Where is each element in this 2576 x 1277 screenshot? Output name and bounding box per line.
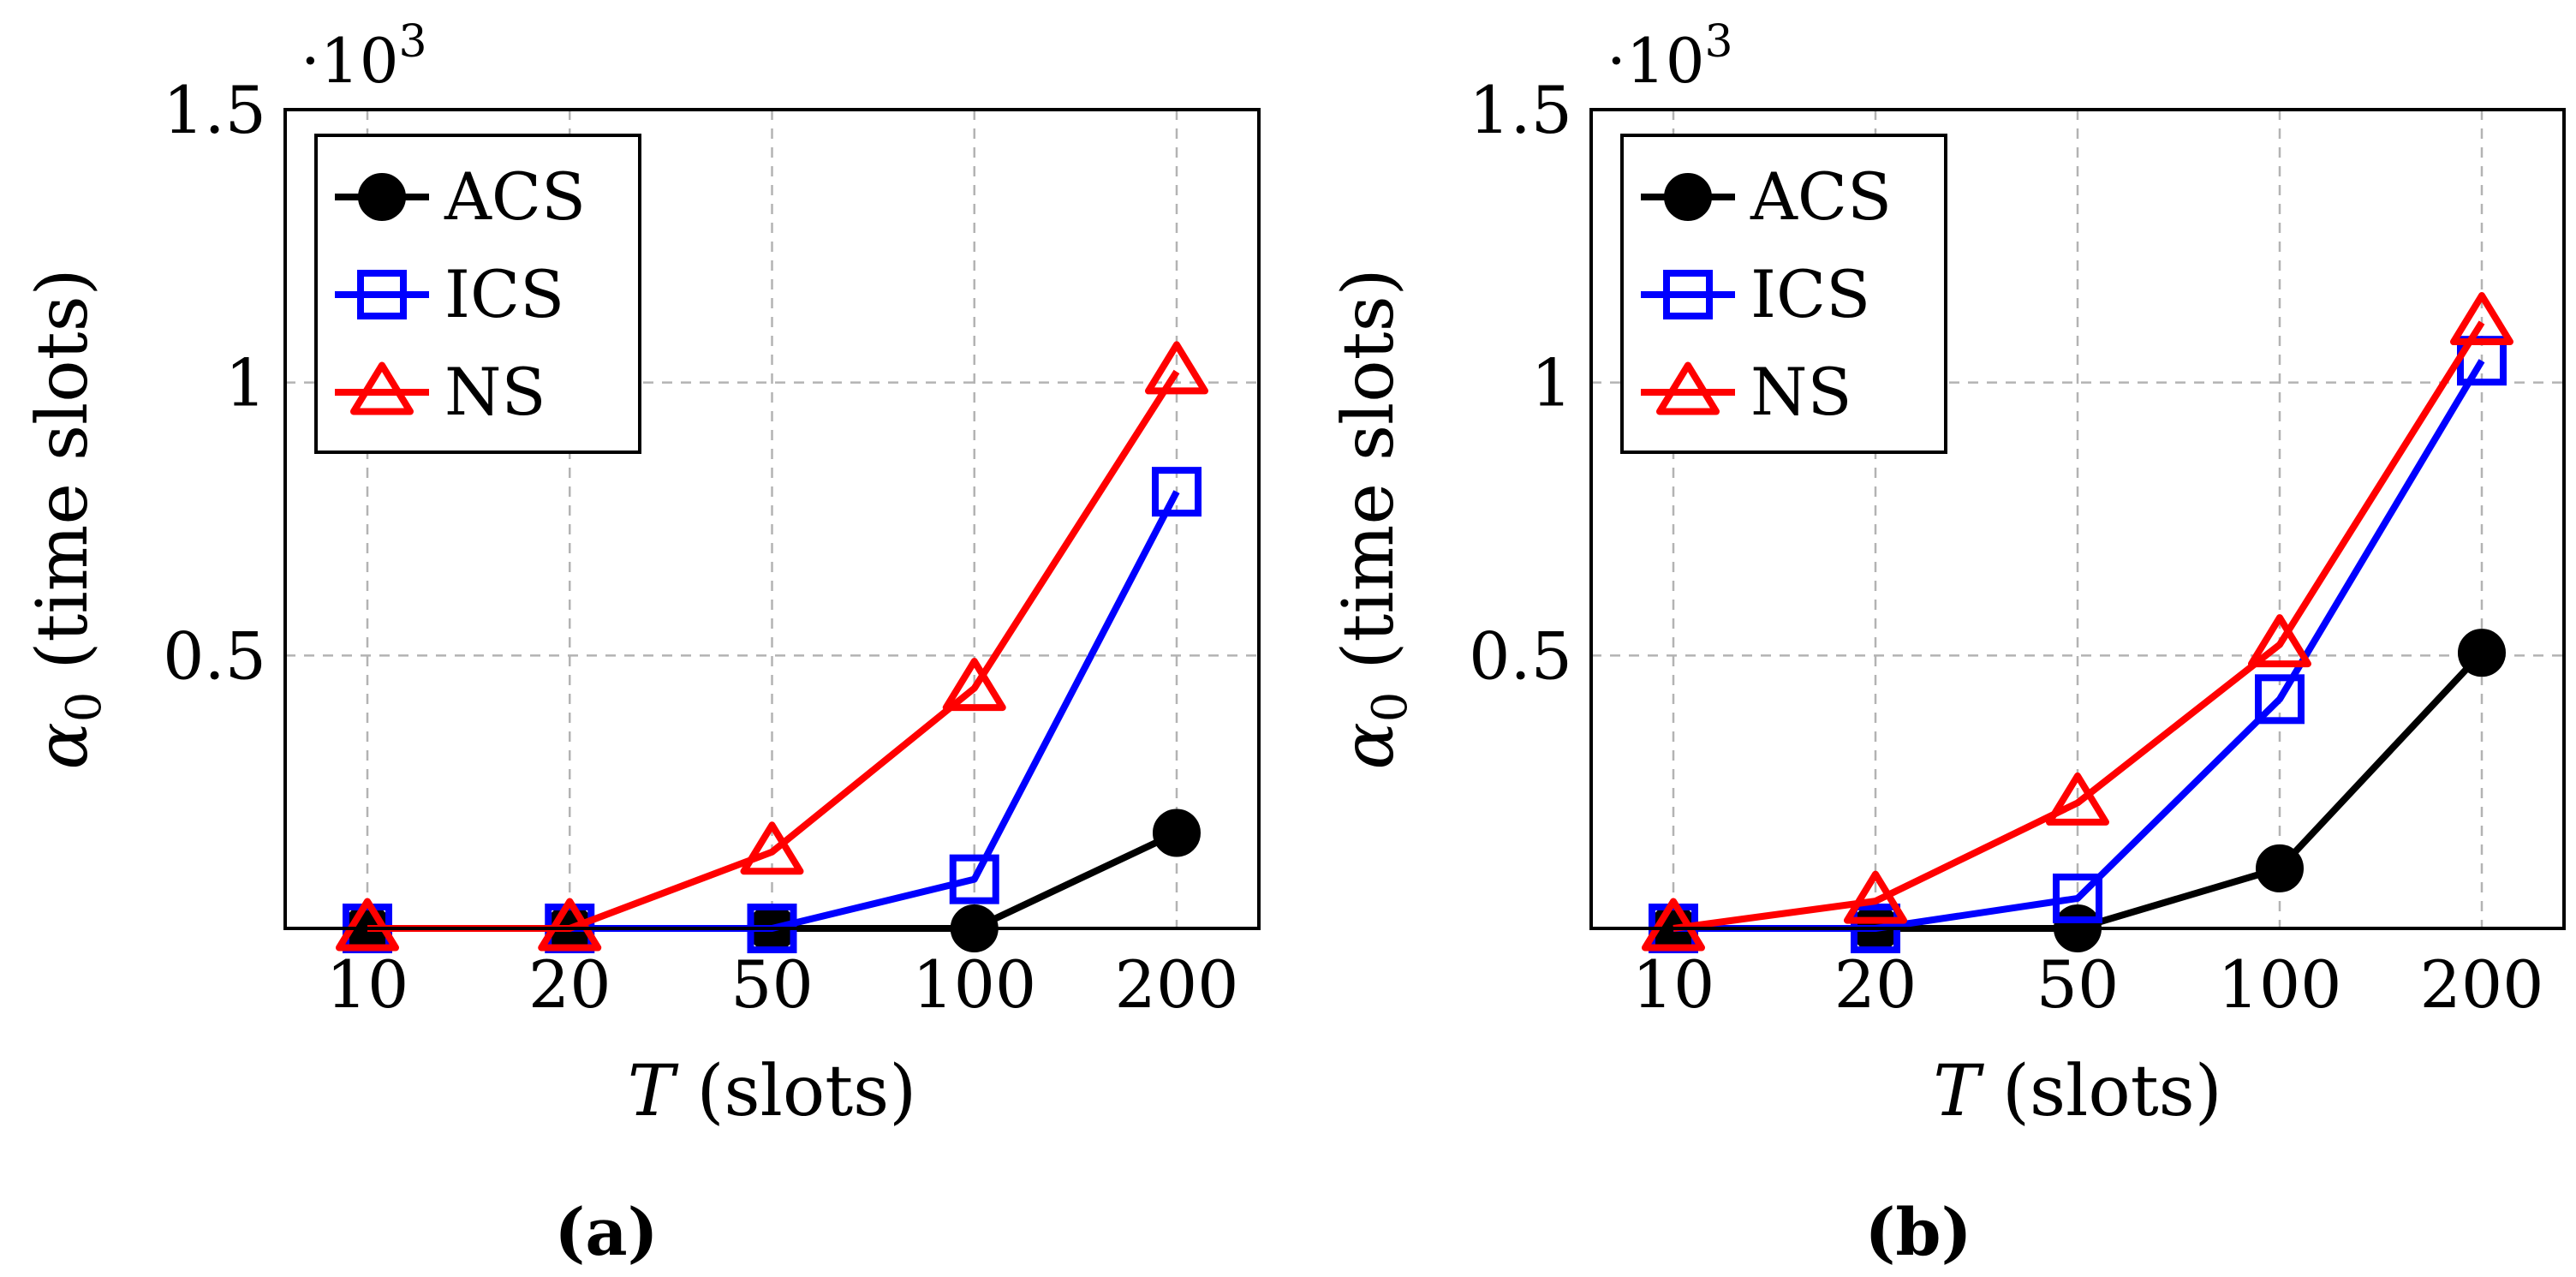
marker-acs <box>2458 629 2506 677</box>
legend-marker-ics <box>357 270 407 319</box>
legend-marker-ns <box>1656 361 1720 415</box>
plot-frame <box>283 108 1261 930</box>
x-tick-label: 100 <box>2217 946 2341 1023</box>
marker-acs <box>2256 844 2304 892</box>
legend-label-acs: ACS <box>444 158 586 235</box>
legend-label-ns: NS <box>1750 354 1852 430</box>
marker-ns <box>1145 341 1208 395</box>
plot-frame <box>1589 108 2566 930</box>
y-scale-multiplier: ·103 <box>1607 16 1733 97</box>
y-scale-multiplier: ·103 <box>301 16 427 97</box>
marker-ns <box>942 658 1006 712</box>
y-axis-label: α0 (time slots) <box>1328 268 1418 769</box>
marker-ns <box>1642 898 1705 952</box>
x-tick-label: 10 <box>1632 946 1715 1023</box>
x-tick-label: 50 <box>730 946 814 1023</box>
y-tick-label: 1 <box>1531 345 1572 421</box>
panel-caption: (a) <box>554 1194 658 1270</box>
x-tick-label: 50 <box>2036 946 2120 1023</box>
y-tick-label: 1 <box>225 345 266 421</box>
x-tick-label: 10 <box>326 946 409 1023</box>
marker-ns <box>740 821 804 875</box>
legend-marker-ns <box>350 361 414 415</box>
legend-label-acs: ACS <box>1750 158 1892 235</box>
marker-ns <box>2046 772 2109 826</box>
legend-label-ics: ICS <box>1750 256 1870 332</box>
x-axis-label: T (slots) <box>628 1051 916 1132</box>
marker-acs <box>1153 809 1201 857</box>
x-tick-label: 200 <box>1114 946 1238 1023</box>
y-tick-label: 0.5 <box>163 618 266 694</box>
x-tick-label: 200 <box>2419 946 2543 1023</box>
marker-ns <box>2450 292 2513 346</box>
marker-ns <box>538 898 602 952</box>
x-tick-label: 20 <box>1834 946 1917 1023</box>
legend-marker-acs <box>1664 173 1712 221</box>
x-tick-label: 100 <box>912 946 1036 1023</box>
y-tick-label: 1.5 <box>163 72 266 148</box>
legend-marker-ics <box>1663 270 1713 319</box>
marker-ns <box>1844 870 1907 924</box>
x-tick-label: 20 <box>528 946 611 1023</box>
legend: ACS ICS NS <box>314 134 641 454</box>
legend-marker-acs <box>358 173 406 221</box>
y-tick-label: 0.5 <box>1469 618 1572 694</box>
series-line-ns <box>1673 320 2485 932</box>
marker-ics <box>1152 467 1202 517</box>
y-axis-label: α0 (time slots) <box>22 268 112 769</box>
x-axis-label: T (slots) <box>1933 1051 2221 1132</box>
legend-label-ics: ICS <box>444 256 564 332</box>
marker-ics <box>2255 674 2305 725</box>
marker-ns <box>2248 614 2311 668</box>
marker-ns <box>336 898 399 952</box>
legend-label-ns: NS <box>444 354 546 430</box>
marker-ics <box>949 854 999 904</box>
panel-caption: (b) <box>1864 1194 1971 1270</box>
marker-ics <box>2053 873 2102 923</box>
y-tick-label: 1.5 <box>1469 72 1572 148</box>
legend: ACS ICS NS <box>1620 134 1947 454</box>
